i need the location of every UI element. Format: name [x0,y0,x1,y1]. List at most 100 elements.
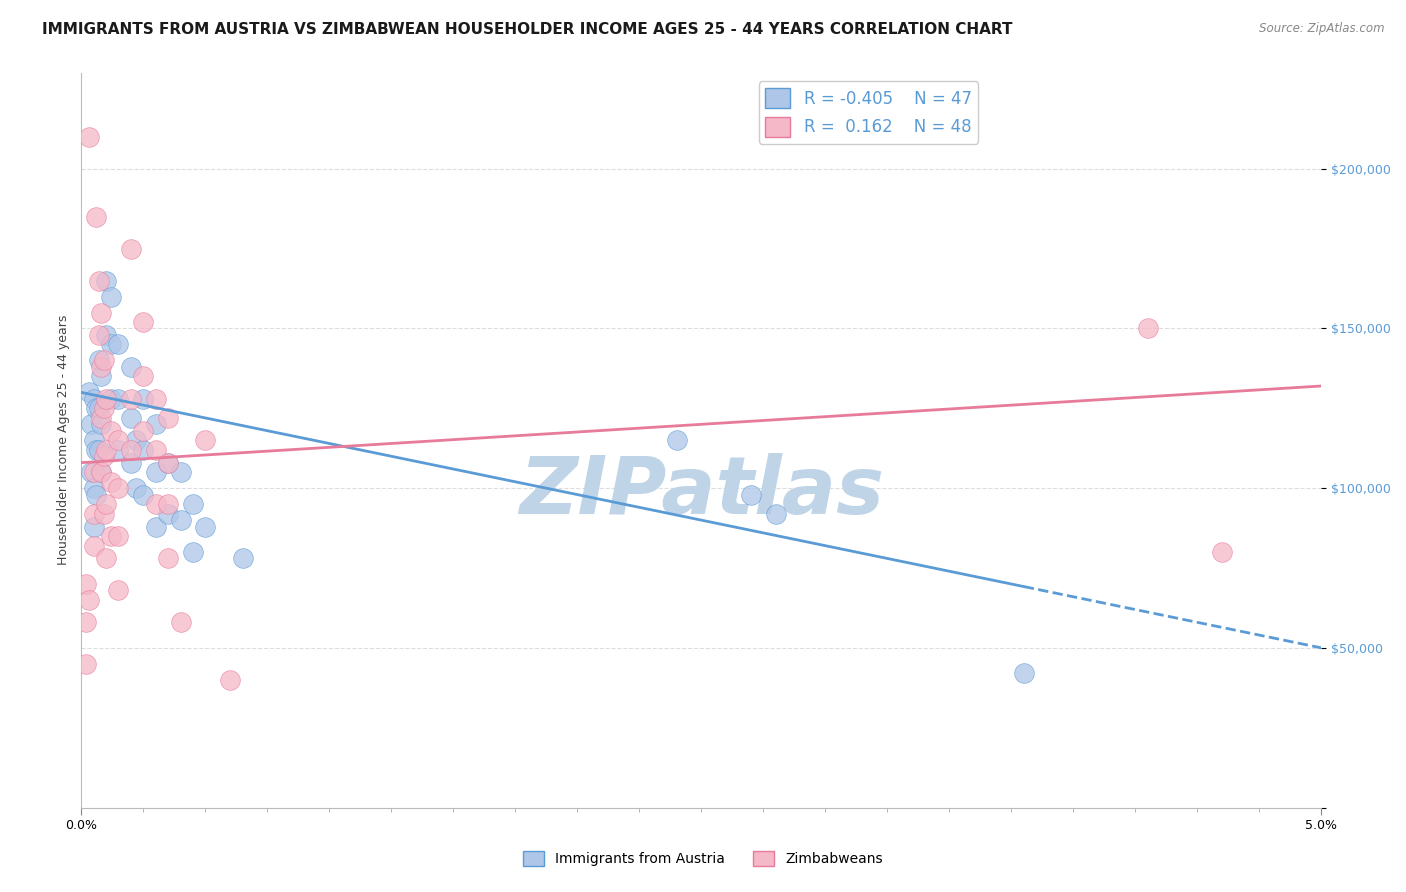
Point [87,327,110,342]
Point [90,411,112,425]
Point [157,456,180,470]
Point [100,337,122,351]
Point [740,487,762,501]
Point [169,465,191,479]
Point [83,434,105,448]
Text: Source: ZipAtlas.com: Source: ZipAtlas.com [1260,22,1385,36]
Point [100,475,122,489]
Point [120,456,142,470]
Point [84,442,107,457]
Point [125,481,148,495]
Point [132,392,155,406]
Point [80,417,103,432]
Point [84,487,107,501]
Point [125,434,148,448]
Point [132,442,155,457]
Legend: Immigrants from Austria, Zimbabweans: Immigrants from Austria, Zimbabweans [517,846,889,871]
Point [83,539,105,553]
Point [107,442,129,457]
Point [90,359,112,374]
Point [94,327,117,342]
Point [157,411,180,425]
Point [107,337,129,351]
Point [83,481,105,495]
Point [107,434,129,448]
Point [75,577,97,591]
Point [90,465,112,479]
Point [75,657,97,671]
Point [84,401,107,416]
Point [94,551,117,566]
Point [132,315,155,329]
Point [107,529,129,543]
Point [107,583,129,598]
Point [145,519,167,533]
Point [83,465,105,479]
Point [94,497,117,511]
Point [87,353,110,368]
Point [765,507,787,521]
Point [194,519,217,533]
Point [94,274,117,288]
Point [120,411,142,425]
Point [83,392,105,406]
Point [100,289,122,303]
Point [75,615,97,630]
Point [83,507,105,521]
Point [77,129,100,144]
Point [83,519,105,533]
Point [1012,666,1035,681]
Point [194,434,217,448]
Point [132,369,155,384]
Point [84,210,107,224]
Point [157,456,180,470]
Point [145,497,167,511]
Point [145,442,167,457]
Point [87,401,110,416]
Point [157,497,180,511]
Point [145,465,167,479]
Point [120,392,142,406]
Point [132,487,155,501]
Point [157,551,180,566]
Point [90,369,112,384]
Point [100,529,122,543]
Point [157,507,180,521]
Point [77,593,100,607]
Point [107,481,129,495]
Text: ZIPatlas: ZIPatlas [519,453,884,531]
Point [93,401,115,416]
Point [93,449,115,463]
Point [132,424,155,438]
Point [94,392,117,406]
Point [100,424,122,438]
Point [90,417,112,432]
Point [181,545,204,559]
Point [169,615,191,630]
Point [665,434,688,448]
Point [219,673,242,687]
Point [90,465,112,479]
Point [90,305,112,319]
Point [1136,321,1159,335]
Point [87,442,110,457]
Y-axis label: Householder Income Ages 25 - 44 years: Householder Income Ages 25 - 44 years [58,315,70,566]
Point [80,465,103,479]
Point [93,353,115,368]
Point [93,507,115,521]
Point [120,242,142,256]
Point [77,385,100,400]
Point [87,274,110,288]
Legend: R = -0.405    N = 47, R =  0.162    N = 48: R = -0.405 N = 47, R = 0.162 N = 48 [759,81,979,144]
Point [181,497,204,511]
Text: IMMIGRANTS FROM AUSTRIA VS ZIMBABWEAN HOUSEHOLDER INCOME AGES 25 - 44 YEARS CORR: IMMIGRANTS FROM AUSTRIA VS ZIMBABWEAN HO… [42,22,1012,37]
Point [231,551,253,566]
Point [145,417,167,432]
Point [145,392,167,406]
Point [100,392,122,406]
Point [1211,545,1233,559]
Point [94,442,117,457]
Point [107,392,129,406]
Point [169,513,191,527]
Point [120,359,142,374]
